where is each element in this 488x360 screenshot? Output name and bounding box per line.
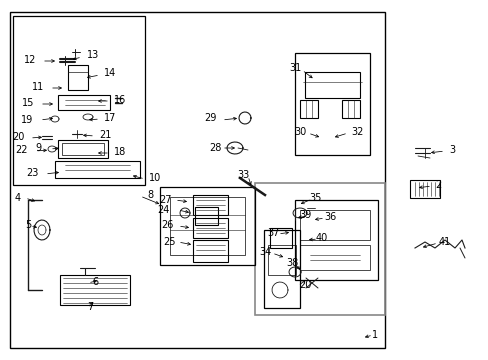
Text: 1: 1: [371, 330, 377, 340]
Text: 32: 32: [351, 127, 364, 137]
Bar: [13, 16, 145, 185]
Bar: [160, 187, 254, 265]
Bar: [193, 240, 227, 262]
Text: 13: 13: [87, 50, 99, 60]
Text: 14: 14: [103, 68, 116, 78]
Bar: [299, 245, 369, 270]
Bar: [68, 65, 88, 90]
Bar: [62, 143, 104, 155]
Bar: [58, 140, 108, 158]
Bar: [58, 95, 110, 110]
Text: 10: 10: [148, 173, 161, 183]
Bar: [264, 230, 299, 308]
Text: 7: 7: [87, 302, 93, 312]
Bar: [269, 228, 291, 248]
Text: 23: 23: [26, 168, 38, 178]
Bar: [409, 180, 439, 198]
Text: 9: 9: [35, 143, 41, 153]
Text: 19: 19: [21, 115, 33, 125]
Text: 20: 20: [12, 132, 24, 142]
Bar: [267, 245, 295, 275]
Text: 36: 36: [323, 212, 335, 222]
Bar: [195, 207, 218, 225]
Bar: [55, 161, 140, 178]
Text: 37: 37: [266, 228, 279, 238]
Text: 16: 16: [114, 95, 126, 105]
Text: 31: 31: [288, 63, 301, 73]
Bar: [10, 12, 384, 348]
Text: 22: 22: [16, 145, 28, 155]
Text: 17: 17: [103, 113, 116, 123]
Text: 28: 28: [208, 143, 221, 153]
Text: 12: 12: [24, 55, 36, 65]
Text: 8: 8: [146, 190, 153, 200]
Text: 21: 21: [99, 130, 111, 140]
Text: 15: 15: [22, 98, 34, 108]
Text: 25: 25: [163, 237, 176, 247]
Text: 26: 26: [161, 220, 173, 230]
Text: 24: 24: [157, 205, 169, 215]
Bar: [305, 72, 359, 98]
Text: 18: 18: [114, 147, 126, 157]
Text: 3: 3: [448, 145, 454, 155]
Bar: [294, 53, 369, 155]
Text: 27: 27: [159, 195, 171, 205]
Text: 38: 38: [285, 258, 298, 268]
Text: 30: 30: [293, 127, 305, 137]
Bar: [193, 218, 227, 238]
Text: 41: 41: [438, 237, 450, 247]
Bar: [299, 100, 317, 118]
Text: 29: 29: [203, 113, 216, 123]
Bar: [294, 200, 377, 280]
Bar: [170, 197, 244, 255]
Text: 35: 35: [308, 193, 321, 203]
Bar: [341, 100, 359, 118]
Text: 4: 4: [15, 193, 21, 203]
Bar: [60, 275, 130, 305]
Text: 5: 5: [25, 220, 31, 230]
Text: 33: 33: [236, 170, 248, 180]
Text: 2: 2: [434, 180, 440, 190]
Text: 34: 34: [258, 247, 270, 257]
Text: 11: 11: [32, 82, 44, 92]
Bar: [193, 195, 227, 215]
Text: 6: 6: [92, 277, 98, 287]
Text: 40: 40: [315, 233, 327, 243]
Text: 20: 20: [298, 280, 310, 290]
Text: 39: 39: [298, 210, 310, 220]
Bar: [254, 183, 384, 315]
Bar: [299, 210, 369, 240]
